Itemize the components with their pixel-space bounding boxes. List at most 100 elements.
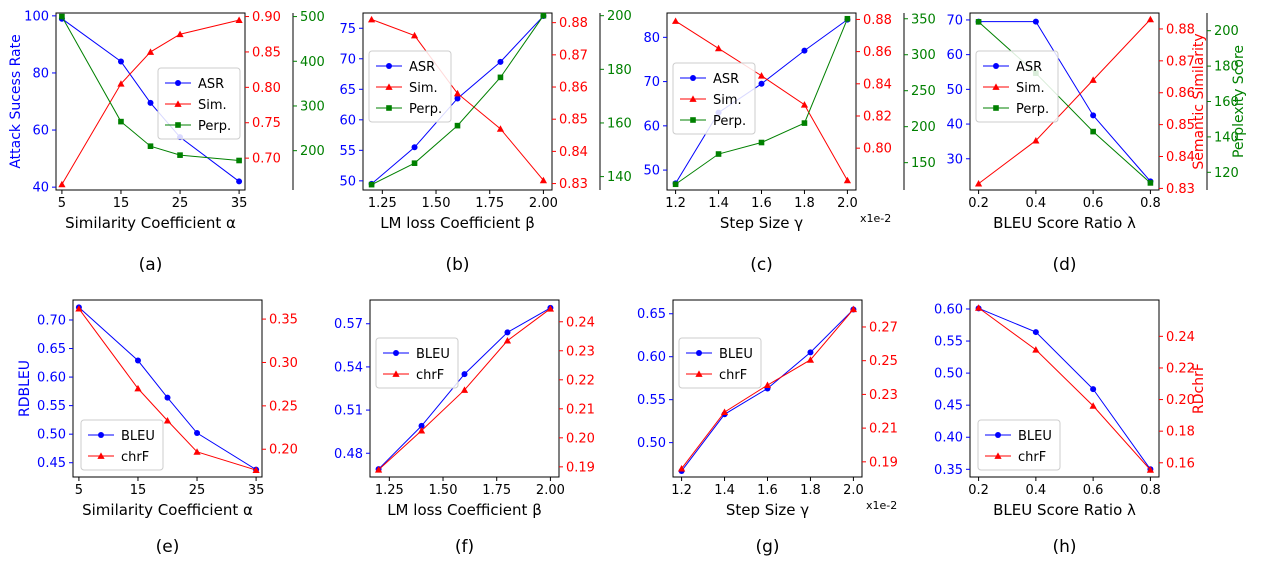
chart-panel-e: 5 15 25 35 Similarity Coefficient α 0.45 0.50 0… (17, 299, 298, 557)
legend: ASR Sim. Perp. (672, 62, 756, 135)
legend: BLEU chrF (977, 419, 1061, 471)
blue-y-tick-label: 55 (339, 144, 356, 159)
green-y-tick-label: 150 (911, 156, 936, 171)
red-y-axis-label: Semantic Similarity (1191, 33, 1207, 169)
blue-y-tick-label: 40 (32, 181, 49, 196)
legend-label: BLEU (1018, 429, 1052, 444)
x-tick-label: 1.50 (422, 196, 451, 211)
data-point (497, 58, 504, 65)
legend-label: chrF (121, 450, 149, 465)
data-point (460, 386, 469, 393)
legend: BLEU chrF (80, 419, 164, 471)
red-y-tick-label: 0.30 (269, 356, 298, 371)
blue-y-tick-label: 0.60 (37, 371, 66, 386)
red-y-tick-label: 0.24 (566, 315, 595, 330)
red-y-tick-label: 0.20 (1166, 393, 1195, 408)
x-tick-label: 35 (231, 196, 248, 211)
x-multiplier-label: x1e-2 (866, 499, 897, 512)
series-line (978, 307, 1151, 470)
plot-frame (362, 12, 553, 191)
data-point (801, 120, 808, 126)
data-point (58, 180, 66, 188)
x-tick-label: 2.00 (529, 196, 558, 211)
x-axis-label: Similarity Coefficient α (65, 214, 236, 232)
data-point (974, 180, 983, 187)
x-axis-label: Similarity Coefficient α (82, 501, 253, 519)
data-point (496, 125, 505, 132)
plot-frame (72, 299, 263, 478)
data-point (1146, 466, 1155, 473)
blue-y-tick-label: 65 (339, 83, 356, 98)
data-point (134, 357, 141, 364)
x-tick-label: 0.6 (1083, 483, 1104, 498)
x-axis-label: LM loss Coefficient β (380, 214, 535, 232)
data-point (59, 13, 65, 20)
legend-label: BLEU (719, 347, 753, 362)
series-chrf (677, 305, 858, 472)
legend-label: BLEU (121, 429, 155, 444)
data-point (677, 464, 686, 472)
data-point (720, 408, 729, 415)
data-point (252, 466, 260, 473)
red-y-tick-label: 0.85 (559, 113, 588, 128)
blue-y-tick-label: 0.54 (334, 360, 363, 375)
series-chrf (374, 305, 555, 473)
data-point (368, 181, 375, 188)
data-point (163, 417, 172, 424)
blue-y-tick-label: 0.48 (334, 447, 363, 462)
red-y-tick-label: 0.88 (559, 16, 588, 31)
data-point (800, 101, 809, 108)
red-y-tick-label: 0.75 (252, 116, 281, 131)
green-y-tick-label: 200 (607, 9, 632, 24)
green-y-tick-label: 250 (911, 84, 936, 99)
x-tick-label: 1.8 (794, 196, 815, 211)
data-point (117, 58, 124, 65)
x-tick-label: 1.6 (757, 483, 778, 498)
blue-y-tick-label: 75 (339, 22, 356, 37)
legend-swatch-marker (175, 80, 181, 86)
red-y-tick-label: 0.80 (252, 81, 281, 96)
data-point (147, 143, 154, 149)
panel-caption: (b) (445, 255, 469, 275)
chart-panel-d: 0.2 0.4 0.6 0.8 BLEU Score Ratio λ 30 40 50 60 70… (946, 12, 1247, 275)
blue-y-tick-label: 70 (946, 13, 963, 28)
data-point (672, 181, 679, 188)
blue-y-tick-label: 100 (24, 9, 49, 24)
legend-label: chrF (1018, 450, 1046, 465)
x-tick-label: 1.8 (800, 483, 821, 498)
series-line (978, 307, 1151, 471)
x-tick-label: 1.4 (714, 483, 735, 498)
red-y-tick-label: 0.19 (869, 455, 898, 470)
x-multiplier-label: x1e-2 (860, 212, 891, 225)
red-y-tick-label: 0.20 (269, 443, 298, 458)
green-y-tick-label: 120 (1214, 166, 1239, 181)
blue-y-tick-label: 50 (946, 83, 963, 98)
red-y-tick-label: 0.25 (869, 354, 898, 369)
blue-y-tick-label: 0.50 (934, 367, 963, 382)
blue-y-tick-label: 0.51 (334, 404, 363, 419)
x-tick-label: 1.2 (671, 483, 692, 498)
chart-panel-c: 1.2 1.4 1.6 1.8 2.0 Step Size γ x1e-2 50 60 70 80 0… (643, 12, 935, 275)
red-y-tick-label: 0.83 (1166, 182, 1195, 197)
data-point (147, 99, 154, 106)
legend-label: chrF (416, 368, 444, 383)
data-point (806, 356, 815, 363)
blue-y-tick-label: 50 (643, 164, 660, 179)
blue-y-tick-label: 0.50 (637, 436, 666, 451)
panel-caption: (a) (139, 255, 163, 275)
legend-swatch-marker (993, 105, 999, 111)
data-point (539, 176, 548, 184)
data-point (461, 371, 468, 378)
green-y-tick-label: 200 (300, 144, 325, 159)
blue-y-tick-label: 30 (946, 152, 963, 167)
legend-label: Sim. (409, 81, 438, 96)
data-point (236, 157, 242, 164)
x-tick-label: 2.00 (536, 483, 565, 498)
blue-y-tick-label: 0.70 (37, 313, 66, 328)
data-point (410, 31, 419, 39)
green-y-tick-label: 300 (911, 48, 936, 63)
red-y-tick-label: 0.83 (559, 177, 588, 192)
data-point (118, 118, 124, 125)
data-point (504, 329, 511, 336)
panel-caption: (e) (156, 537, 180, 557)
